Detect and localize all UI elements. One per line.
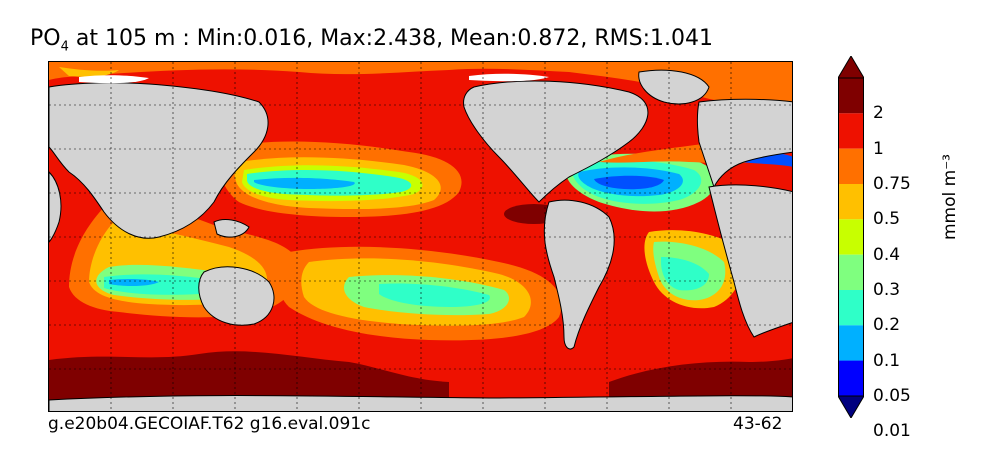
year-range: 43-62 (733, 414, 783, 434)
colorbar-segment (838, 325, 864, 361)
map-canvas (49, 62, 792, 411)
colorbar-tick-label: 0.1 (873, 350, 901, 371)
australia-landmass (198, 266, 275, 326)
land-masses (49, 69, 792, 411)
gridlines (49, 62, 792, 411)
colorbar-tick-label: 0.05 (873, 386, 911, 406)
po4-map (48, 61, 793, 412)
europe-landmass (697, 98, 792, 189)
colorbar (838, 56, 864, 418)
sea-ice-asia (79, 75, 149, 84)
colorbar-segment (838, 254, 864, 290)
sea-ice (469, 73, 549, 82)
title-variable: PO (30, 26, 61, 51)
plot-title: PO4 at 105 m : Min:0.016, Max:2.438, Mea… (30, 26, 713, 54)
title-stats: at 105 m : Min:0.016, Max:2.438, Mean:0.… (68, 26, 714, 51)
colorbar-tick-label: 0.3 (873, 280, 901, 300)
colorbar-segment (838, 148, 864, 184)
asia-landmass (49, 82, 269, 239)
case-name: g.e20b04.GECOIAF.T62 g16.eval.091c (48, 414, 371, 434)
arctic-yellow (59, 67, 119, 77)
colorbar-tick-label: 0.75 (873, 174, 911, 194)
colorbar-tick-label: 0.4 (873, 244, 901, 265)
south-atlantic-cyan (661, 257, 709, 291)
colorbar-segment (838, 219, 864, 255)
colorbar-extend-max (838, 56, 864, 79)
colorbar-segment (838, 360, 864, 396)
colorbar-tick-label: 0.2 (873, 315, 901, 336)
colorbar-extend-min (838, 395, 864, 418)
colorbar-tick-label: 1 (873, 138, 884, 159)
colorbar-segments (838, 56, 864, 418)
colorbar-tick-label: 0.01 (873, 421, 911, 442)
indonesia-landmass (213, 219, 250, 238)
north-pacific-blue (254, 177, 355, 189)
africa-east-landmass (49, 171, 62, 243)
north-atlantic-darkblue (594, 175, 664, 190)
colorbar-outline (838, 77, 864, 397)
colorbar-segment (838, 290, 864, 326)
south-pacific-cyan (379, 283, 490, 307)
colorbar-units: mmol m⁻³ (940, 154, 960, 240)
africa-landmass (708, 184, 792, 338)
colorbar-segment (838, 78, 864, 114)
title-subscript: 4 (60, 39, 69, 55)
south-america-landmass (543, 199, 615, 350)
colorbar-segment (838, 113, 864, 149)
colorbar-tick-label: 2 (873, 103, 884, 124)
arctic-ocean (49, 62, 792, 104)
north-america-landmass (463, 80, 649, 203)
colorbar-segment (838, 184, 864, 220)
colorbar-tick-label: 0.5 (873, 209, 901, 230)
greenland-landmass (638, 69, 710, 105)
indian-ocean-blue (109, 278, 159, 287)
